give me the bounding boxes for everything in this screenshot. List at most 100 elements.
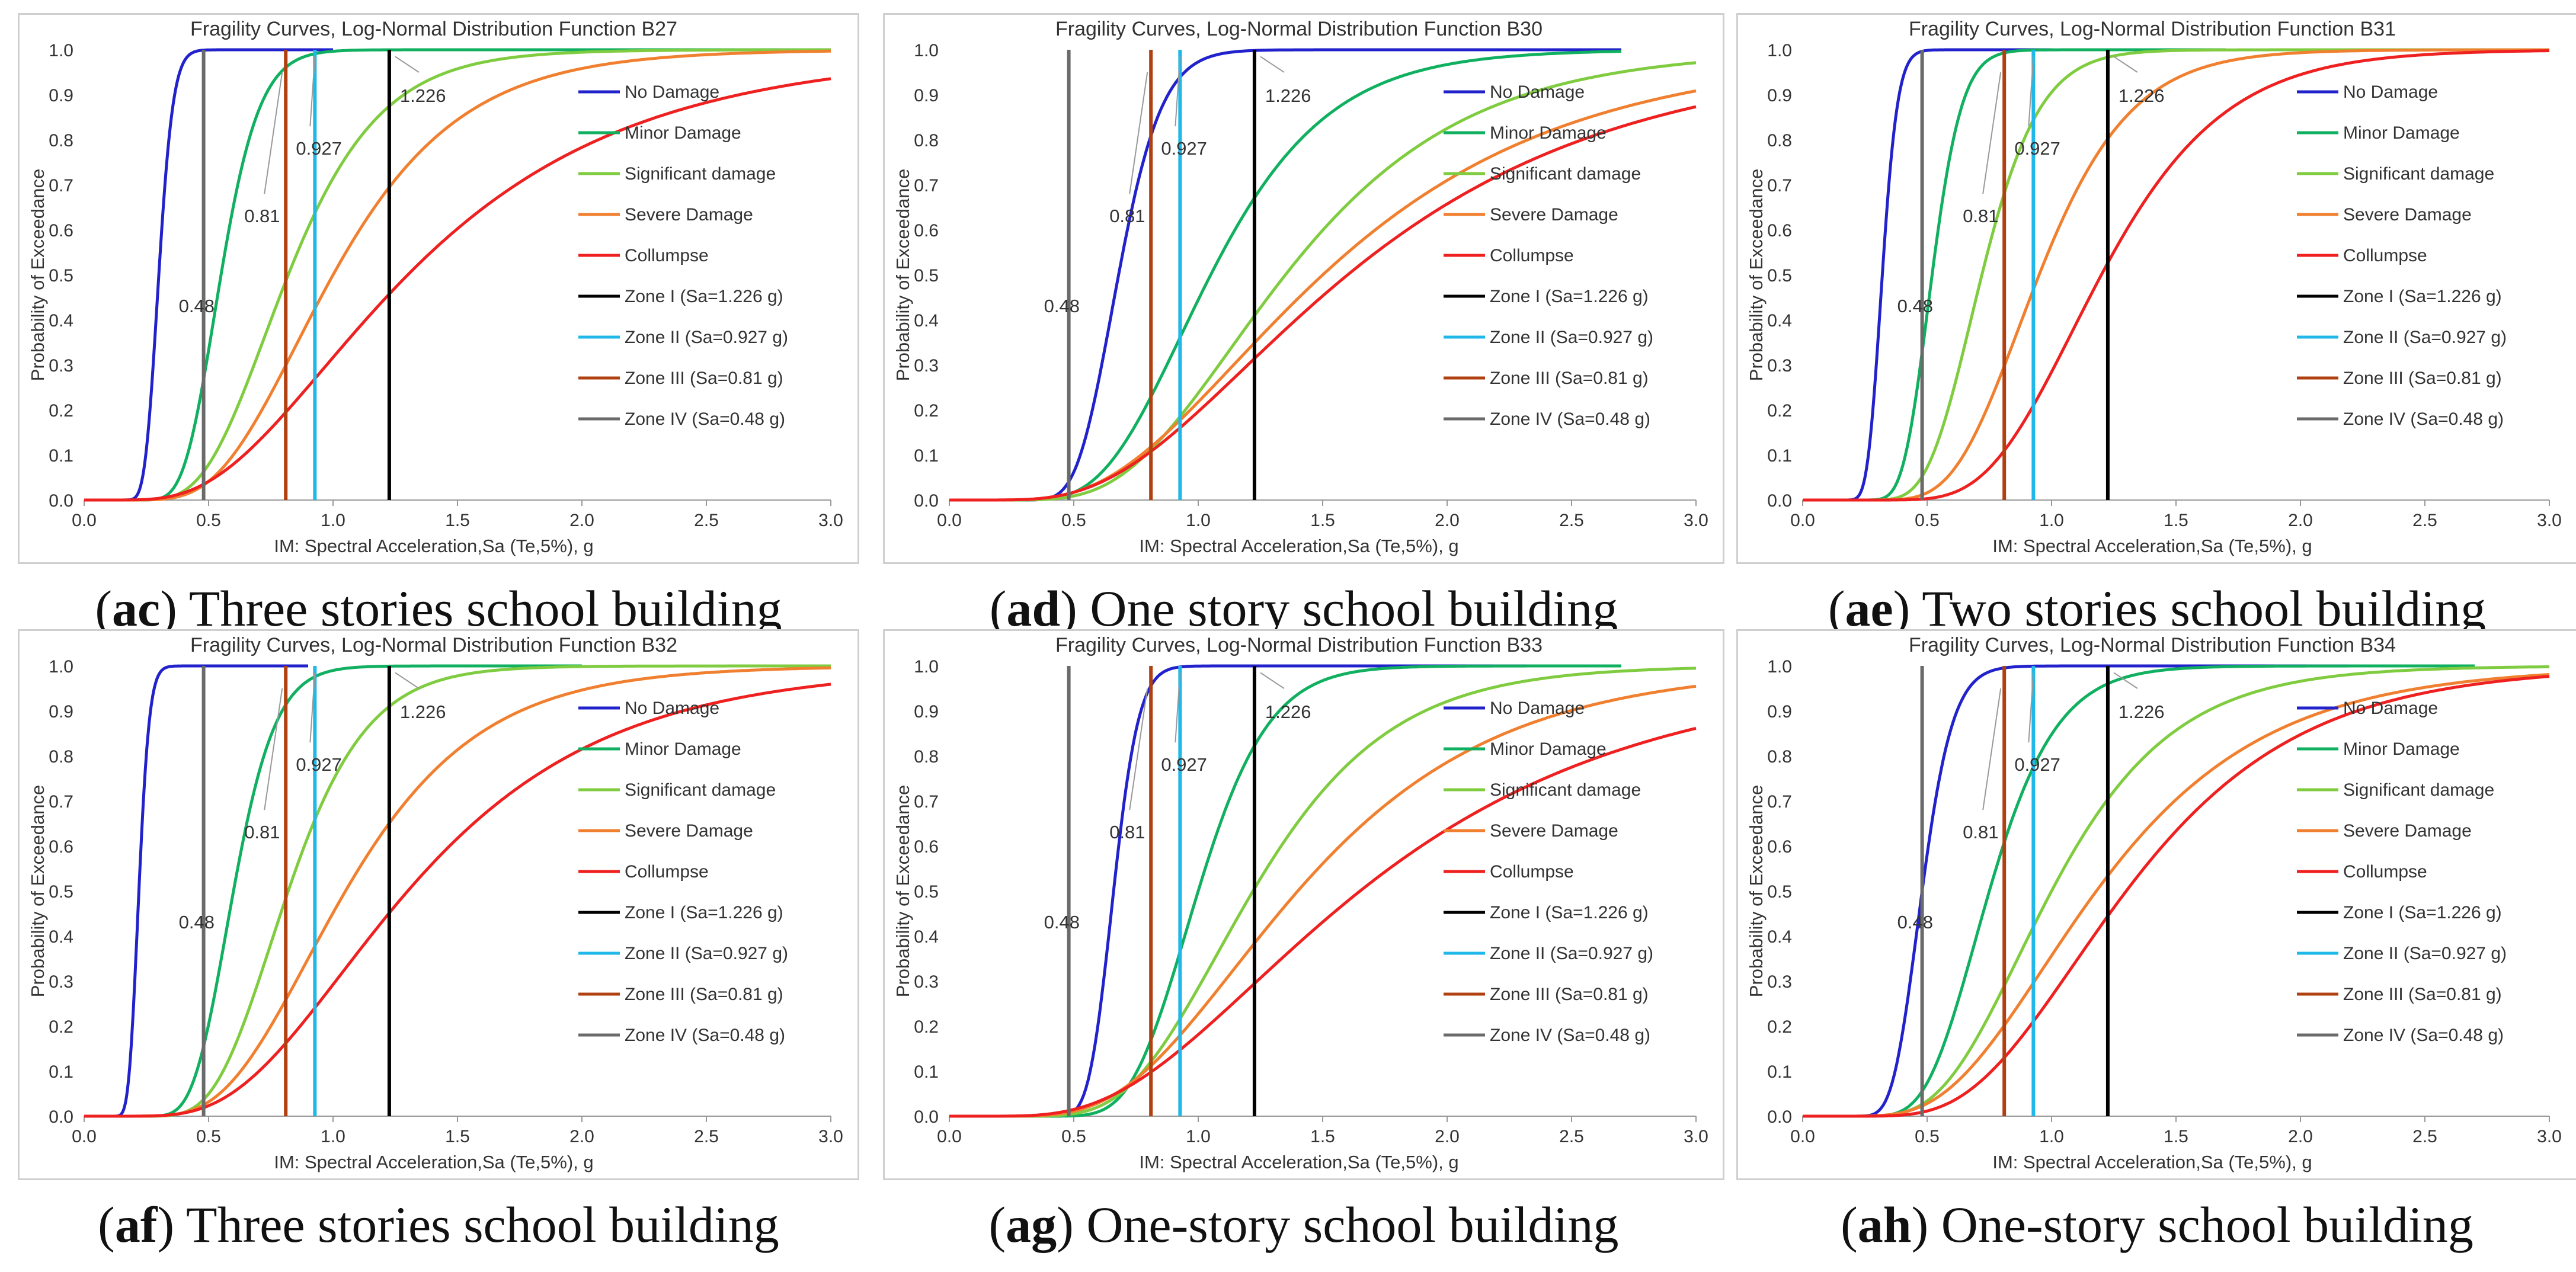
legend-label: Minor Damage (625, 739, 741, 759)
x-tick-label: 2.0 (2288, 511, 2313, 530)
x-tick-label: 1.0 (2039, 511, 2064, 530)
legend-label: Minor Damage (1490, 123, 1607, 143)
annotation-label: 0.48 (1044, 912, 1080, 933)
x-tick-label: 1.0 (321, 511, 345, 530)
annotation-label: 1.226 (2119, 701, 2165, 722)
chart-frame (1736, 629, 2576, 1180)
legend-label: Significant damage (1490, 164, 1641, 184)
caption-label: ae (1845, 580, 1893, 637)
y-tick-label: 0.7 (1767, 792, 1792, 812)
series-line-no-damage (84, 664, 308, 1118)
y-tick-label: 0.6 (1767, 837, 1792, 857)
legend-label: Zone II (Sa=0.927 g) (625, 328, 788, 347)
x-tick-label: 3.0 (2537, 1127, 2562, 1146)
panel-caption: (ah) One-story school building (1841, 1196, 2473, 1253)
x-tick-label: 0.0 (1790, 1127, 1815, 1146)
annotation-leader (264, 72, 283, 194)
annotation-leader (1260, 672, 1285, 689)
legend-label: Significant damage (2343, 164, 2494, 184)
y-tick-label: 0.8 (914, 131, 939, 150)
series-line-no-damage (949, 48, 1621, 502)
chart-panel-ad: Fragility Curves, Log-Normal Distributio… (883, 13, 1724, 641)
annotation-label: 0.927 (1161, 754, 1207, 775)
series-line-collapse (84, 683, 831, 1118)
x-tick-label: 2.5 (1559, 1127, 1584, 1146)
legend-label: Collumpse (625, 862, 709, 882)
y-tick-label: 0.8 (1767, 747, 1792, 767)
annotation-leader (2113, 672, 2138, 689)
y-tick-label: 0.3 (914, 356, 939, 376)
series-line-minor-damage (1803, 664, 2475, 1118)
annotation-leader (1175, 672, 1181, 743)
annotation-leader (2113, 56, 2138, 73)
x-tick-label: 1.5 (445, 511, 470, 530)
legend-label: No Damage (1490, 699, 1585, 718)
series-line-minor-damage (1803, 48, 2226, 502)
x-tick-label: 0.0 (72, 1127, 97, 1146)
y-tick-label: 0.8 (49, 747, 73, 767)
legend-label: Zone IV (Sa=0.48 g) (2343, 409, 2504, 429)
legend-label: Zone I (Sa=1.226 g) (1490, 287, 1649, 306)
legend-label: Zone IV (Sa=0.48 g) (625, 409, 785, 429)
y-axis-title: Probability of Exceedance (27, 785, 48, 997)
x-tick-label: 0.5 (1915, 1127, 1940, 1146)
x-tick-label: 1.5 (1310, 511, 1335, 530)
chart-title: Fragility Curves, Log-Normal Distributio… (1909, 18, 2396, 40)
legend-label: Collumpse (2343, 862, 2427, 882)
y-tick-label: 1.0 (1767, 657, 1792, 677)
legend-label: Zone III (Sa=0.81 g) (625, 369, 783, 388)
y-tick-label: 1.0 (914, 41, 939, 60)
legend-label: Collumpse (1490, 862, 1574, 882)
x-tick-label: 2.5 (694, 511, 719, 530)
y-tick-label: 0.5 (914, 266, 939, 286)
y-axis-title: Probability of Exceedance (1746, 169, 1767, 381)
y-axis-title: Probability of Exceedance (1746, 785, 1767, 997)
y-axis-title: Probability of Exceedance (892, 785, 913, 997)
y-tick-label: 0.5 (49, 266, 73, 286)
series-line-no-damage (84, 48, 333, 502)
y-tick-label: 0.2 (914, 401, 939, 421)
chart-frame (883, 629, 1724, 1180)
x-tick-label: 2.0 (1435, 511, 1460, 530)
legend-label: Zone II (Sa=0.927 g) (2343, 328, 2507, 347)
x-tick-label: 1.0 (1186, 511, 1211, 530)
y-tick-label: 0.9 (49, 702, 73, 722)
y-axis-title: Probability of Exceedance (27, 169, 48, 381)
x-tick-label: 1.5 (445, 1127, 470, 1146)
x-tick-label: 3.0 (1684, 1127, 1708, 1146)
annotation-label: 0.48 (1897, 912, 1933, 933)
chart-panel-af: Fragility Curves, Log-Normal Distributio… (18, 629, 859, 1257)
y-tick-label: 0.5 (1767, 882, 1792, 902)
x-tick-label: 2.5 (2412, 511, 2437, 530)
y-tick-label: 0.1 (1767, 1062, 1792, 1082)
chart-frame (18, 629, 859, 1180)
y-tick-label: 1.0 (914, 657, 939, 677)
y-tick-label: 0.2 (49, 1017, 73, 1037)
y-tick-label: 0.8 (49, 131, 73, 150)
y-tick-label: 0.0 (1767, 491, 1792, 511)
legend-label: Zone III (Sa=0.81 g) (2343, 985, 2502, 1004)
legend-label: No Damage (625, 82, 719, 102)
chart-panel-ah: Fragility Curves, Log-Normal Distributio… (1736, 629, 2576, 1257)
legend-label: Minor Damage (2343, 739, 2460, 759)
annotation-label: 1.226 (2119, 85, 2165, 106)
x-tick-label: 1.0 (2039, 1127, 2064, 1146)
legend-label: Severe Damage (2343, 821, 2472, 841)
chart-title: Fragility Curves, Log-Normal Distributio… (1055, 18, 1543, 40)
caption-text: One-story school building (1941, 1196, 2473, 1253)
legend-label: Severe Damage (1490, 821, 1618, 841)
annotation-leader (2028, 56, 2034, 127)
annotation-label: 0.927 (296, 138, 342, 159)
y-tick-label: 0.1 (914, 446, 939, 466)
annotation-label: 1.226 (400, 85, 446, 106)
y-tick-label: 0.3 (49, 972, 73, 992)
legend-label: No Damage (2343, 82, 2438, 102)
legend-label: No Damage (2343, 699, 2438, 718)
series-line-significant-damage (84, 664, 831, 1118)
caption-text: One-story school building (1086, 1196, 1619, 1253)
legend-label: Minor Damage (2343, 123, 2460, 143)
x-tick-label: 0.0 (72, 511, 97, 530)
legend-label: Severe Damage (625, 821, 753, 841)
y-tick-label: 0.8 (914, 747, 939, 767)
caption-label: ah (1857, 1196, 1912, 1253)
